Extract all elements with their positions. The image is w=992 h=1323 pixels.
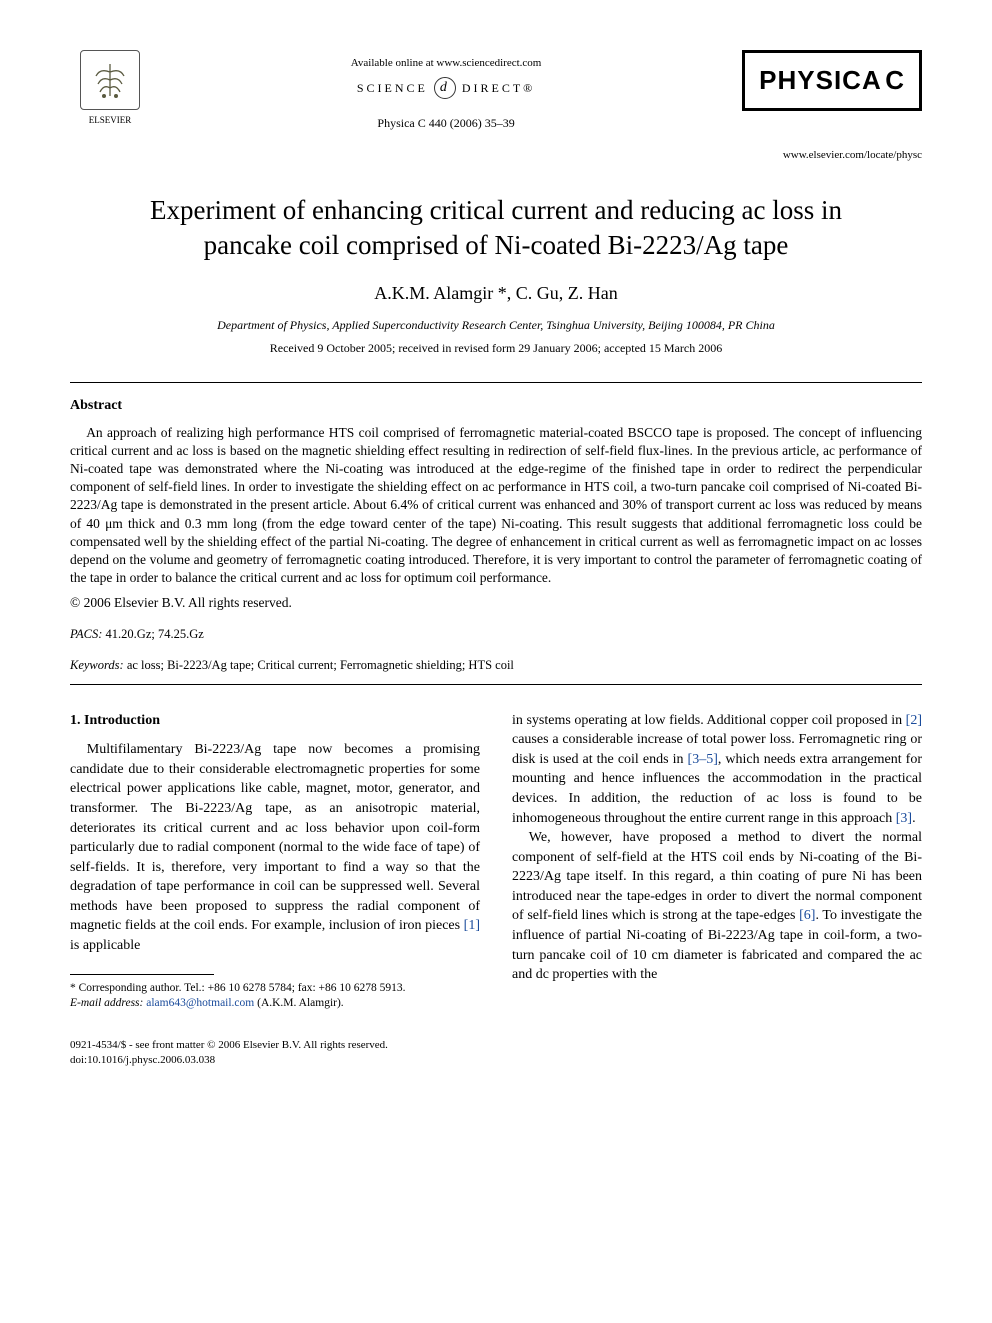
- section-1-heading: 1. Introduction: [70, 711, 480, 731]
- front-matter-meta: 0921-4534/$ - see front matter © 2006 El…: [70, 1038, 922, 1068]
- journal-reference: Physica C 440 (2006) 35–39: [150, 115, 742, 131]
- abstract-text: An approach of realizing high performanc…: [70, 424, 922, 588]
- abstract-heading: Abstract: [70, 397, 922, 416]
- body-columns: 1. Introduction Multifilamentary Bi-2223…: [70, 711, 922, 1012]
- ref-link-6[interactable]: [6]: [799, 908, 815, 923]
- journal-title-word: PHYSICA: [759, 65, 882, 95]
- sd-word-right: DIRECT®: [462, 80, 535, 96]
- intro-paragraph-2: We, however, have proposed a method to d…: [512, 828, 922, 985]
- intro-paragraph-1: Multifilamentary Bi-2223/Ag tape now bec…: [70, 740, 480, 956]
- pacs-value: 41.20.Gz; 74.25.Gz: [106, 627, 204, 641]
- ref-link-2[interactable]: [2]: [906, 713, 922, 728]
- journal-brand-block: PHYSICA C: [742, 50, 922, 111]
- keywords-label: Keywords:: [70, 658, 124, 672]
- elsevier-wordmark: ELSEVIER: [89, 114, 132, 126]
- authors-line: A.K.M. Alamgir *, C. Gu, Z. Han: [70, 281, 922, 305]
- available-online-text: Available online at www.sciencedirect.co…: [150, 56, 742, 71]
- doi-line: doi:10.1016/j.physc.2006.03.038: [70, 1053, 922, 1068]
- footnote-phone-fax: * Corresponding author. Tel.: +86 10 627…: [70, 981, 480, 997]
- column-left: 1. Introduction Multifilamentary Bi-2223…: [70, 711, 480, 1012]
- keywords-line: Keywords: ac loss; Bi-2223/Ag tape; Crit…: [70, 657, 922, 674]
- sciencedirect-logo: SCIENCE d DIRECT®: [357, 77, 535, 99]
- rule-below-keywords: [70, 684, 922, 685]
- pacs-label: PACS:: [70, 627, 102, 641]
- journal-title-box: PHYSICA C: [742, 50, 922, 111]
- footnote-email-tail: (A.K.M. Alamgir).: [257, 997, 344, 1009]
- affiliation-line: Department of Physics, Applied Supercond…: [70, 317, 922, 333]
- footnote-email-line: E-mail address: alam643@hotmail.com (A.K…: [70, 996, 480, 1012]
- elsevier-logo: ELSEVIER: [70, 50, 150, 140]
- ref-link-3-5[interactable]: [3–5]: [688, 752, 718, 767]
- sd-swirl-icon: d: [434, 77, 456, 99]
- footnote-email-link[interactable]: alam643@hotmail.com: [146, 997, 254, 1009]
- article-title: Experiment of enhancing critical current…: [110, 193, 882, 263]
- front-matter-line-1: 0921-4534/$ - see front matter © 2006 El…: [70, 1038, 922, 1053]
- footnote-email-label: E-mail address:: [70, 997, 143, 1009]
- sd-word-left: SCIENCE: [357, 80, 428, 96]
- column-right: in systems operating at low fields. Addi…: [512, 711, 922, 1012]
- intro-p1-part-b: is applicable: [70, 938, 140, 953]
- intro-p1c-d: .: [912, 811, 916, 826]
- abstract-body: An approach of realizing high performanc…: [70, 424, 922, 588]
- abstract-copyright: © 2006 Elsevier B.V. All rights reserved…: [70, 594, 922, 612]
- intro-p1c-a: in systems operating at low fields. Addi…: [512, 713, 906, 728]
- page-header: ELSEVIER Available online at www.science…: [70, 50, 922, 140]
- rule-above-abstract: [70, 382, 922, 383]
- corresponding-author-footnote: * Corresponding author. Tel.: +86 10 627…: [70, 981, 480, 1012]
- intro-p1-part-a: Multifilamentary Bi-2223/Ag tape now bec…: [70, 742, 480, 933]
- header-center: Available online at www.sciencedirect.co…: [150, 50, 742, 131]
- ref-link-3[interactable]: [3]: [896, 811, 912, 826]
- pacs-line: PACS: 41.20.Gz; 74.25.Gz: [70, 626, 922, 643]
- elsevier-tree-icon: [80, 50, 140, 110]
- intro-paragraph-1-cont: in systems operating at low fields. Addi…: [512, 711, 922, 829]
- history-dates: Received 9 October 2005; received in rev…: [70, 340, 922, 356]
- footnote-separator: [70, 974, 214, 975]
- ref-link-1[interactable]: [1]: [464, 918, 480, 933]
- keywords-value: ac loss; Bi-2223/Ag tape; Critical curre…: [127, 658, 514, 672]
- journal-title-letter: C: [885, 65, 905, 95]
- journal-locate-url: www.elsevier.com/locate/physc: [70, 148, 922, 163]
